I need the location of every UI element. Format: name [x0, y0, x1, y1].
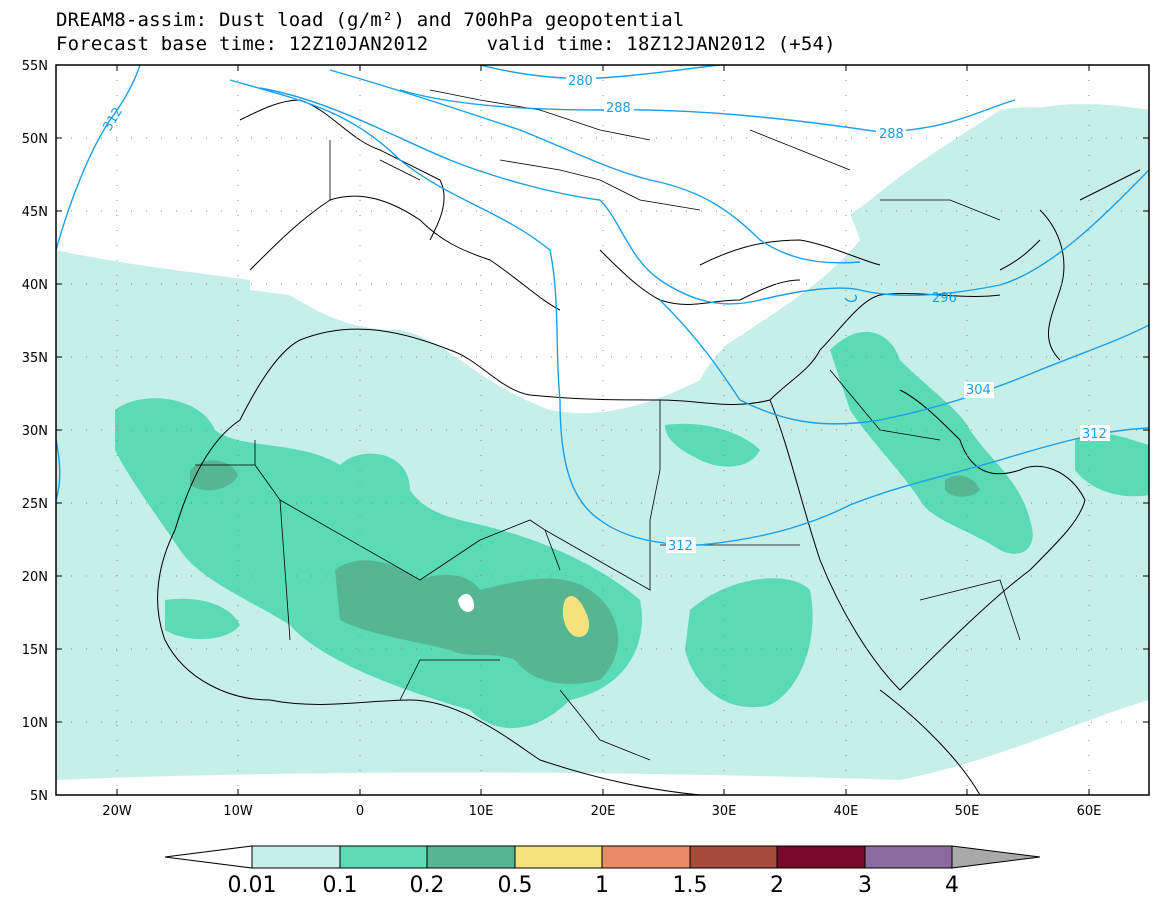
colorbar-swatch — [776, 845, 866, 869]
isoline-label-288-north: 288 — [606, 101, 631, 116]
colorbar-swatch — [514, 845, 603, 869]
dust-free-area — [250, 65, 860, 407]
colorbar-swatch — [426, 845, 516, 869]
lon-label-10w: 10W — [223, 804, 253, 819]
lon-label-20w: 20W — [102, 804, 132, 819]
dust-area-medium-sudan — [685, 578, 813, 708]
lat-label-40n: 40N — [22, 278, 48, 293]
colorbar-label: 0.1 — [323, 873, 358, 898]
lat-label-30n: 30N — [22, 424, 48, 439]
isoline-label-280: 280 — [568, 74, 593, 89]
lon-label-10e: 10E — [469, 804, 494, 819]
lat-label-50n: 50N — [22, 132, 48, 147]
colorbar-swatch — [251, 845, 341, 869]
latitude-axis: 55N 50N 45N 40N 35N 30N 25N 20N 15N 10N … — [22, 59, 1149, 804]
map-title: DREAM8-assim: Dust load (g/m²) and 700hP… — [56, 9, 685, 31]
lon-label-30e: 30E — [712, 804, 737, 819]
isoline-label-288-east: 288 — [879, 127, 904, 142]
colorbar-swatch — [339, 845, 428, 869]
lat-label-20n: 20N — [22, 570, 48, 585]
lon-label-60e: 60E — [1077, 804, 1102, 819]
lat-label-25n: 25N — [22, 497, 48, 512]
colorbar-arrow-right — [951, 845, 1041, 869]
colorbar-swatch — [601, 845, 691, 869]
colorbar-label: 1.5 — [673, 873, 708, 898]
dust-area-medium-arabia — [830, 331, 1033, 554]
dust-area-peak — [562, 596, 590, 638]
colorbar-arrow-left — [164, 845, 253, 869]
dust-hole — [458, 593, 475, 612]
lon-label-50e: 50E — [955, 804, 980, 819]
dust-area-high-west — [335, 560, 619, 684]
isoline-label-312-center: 312 — [668, 539, 693, 554]
isoline-label-304: 304 — [966, 383, 991, 398]
lon-label-20e: 20E — [591, 804, 616, 819]
coastlines — [157, 99, 1141, 795]
colorbar-label: 4 — [945, 873, 959, 898]
isoline-label-296: 296 — [932, 291, 957, 306]
geopotential-isolines — [56, 65, 1149, 546]
forecast-times: Forecast base time: 12Z10JAN2012 valid t… — [56, 33, 836, 55]
colorbar-label: 3 — [858, 873, 872, 898]
dust-free-bottom — [56, 700, 1149, 795]
dust-area-medium-south — [165, 598, 240, 640]
lat-label-10n: 10N — [22, 716, 48, 731]
colorbar-label: 1 — [595, 873, 609, 898]
colorbar-label: 0.01 — [228, 873, 277, 898]
colorbar-label: 0.5 — [498, 873, 533, 898]
longitude-axis: 20W 10W 0 10E 20E 30E 40E 50E 60E — [102, 65, 1101, 819]
colorbar: 0.01 0.1 0.2 0.5 1 1.5 2 3 4 — [164, 845, 1041, 898]
lat-label-35n: 35N — [22, 351, 48, 366]
colorbar-label: 0.2 — [410, 873, 445, 898]
lon-label-40e: 40E — [834, 804, 859, 819]
colorbar-swatch — [689, 845, 778, 869]
dust-area-high-mauritania — [190, 460, 238, 491]
colorbar-swatch — [864, 845, 953, 869]
colorbar-label: 2 — [770, 873, 784, 898]
lat-label-55n: 55N — [22, 59, 48, 74]
lat-label-5n: 5N — [30, 789, 48, 804]
dust-area-medium-iran — [1075, 433, 1149, 497]
lat-label-15n: 15N — [22, 643, 48, 658]
lat-label-45n: 45N — [22, 205, 48, 220]
isoline-label-312-east: 312 — [1082, 427, 1107, 442]
country-borders — [195, 89, 1021, 761]
dust-area-high-gulf — [945, 475, 980, 497]
dust-free-west — [56, 65, 250, 270]
lon-label-0: 0 — [356, 804, 364, 819]
dust-area-medium-egypt — [665, 423, 760, 467]
